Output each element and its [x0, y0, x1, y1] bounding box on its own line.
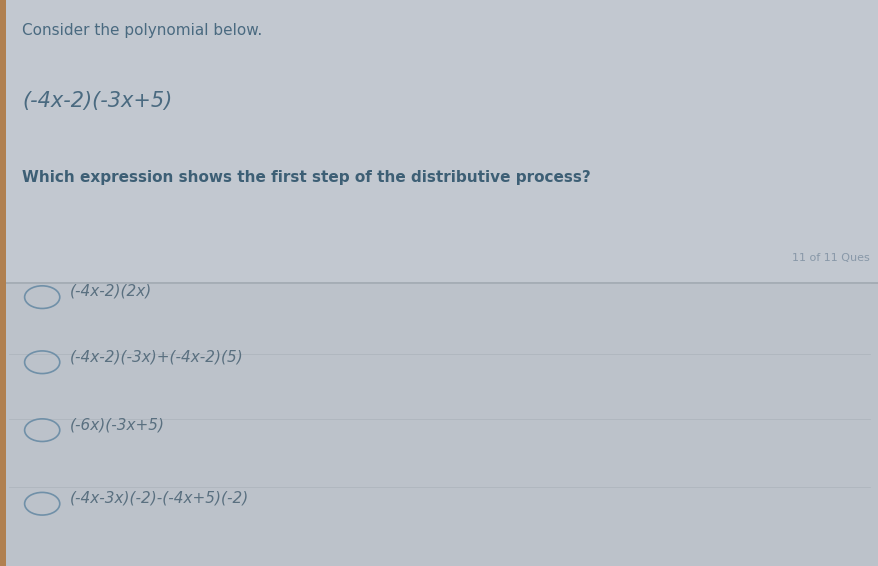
Text: 11 of 11 Ques: 11 of 11 Ques — [792, 253, 869, 263]
Text: (-4x-2)(2x): (-4x-2)(2x) — [70, 284, 153, 299]
FancyBboxPatch shape — [0, 0, 878, 283]
Text: (-6x)(-3x+5): (-6x)(-3x+5) — [70, 417, 165, 432]
FancyBboxPatch shape — [0, 283, 878, 566]
Text: (-4x-2)(-3x)+(-4x-2)(5): (-4x-2)(-3x)+(-4x-2)(5) — [70, 349, 244, 364]
Text: Which expression shows the first step of the distributive process?: Which expression shows the first step of… — [22, 170, 590, 185]
Text: (-4x-2)(-3x+5): (-4x-2)(-3x+5) — [22, 91, 172, 110]
Text: (-4x-3x)(-2)-(-4x+5)(-2): (-4x-3x)(-2)-(-4x+5)(-2) — [70, 491, 249, 505]
Text: Consider the polynomial below.: Consider the polynomial below. — [22, 23, 262, 38]
FancyBboxPatch shape — [0, 0, 6, 566]
